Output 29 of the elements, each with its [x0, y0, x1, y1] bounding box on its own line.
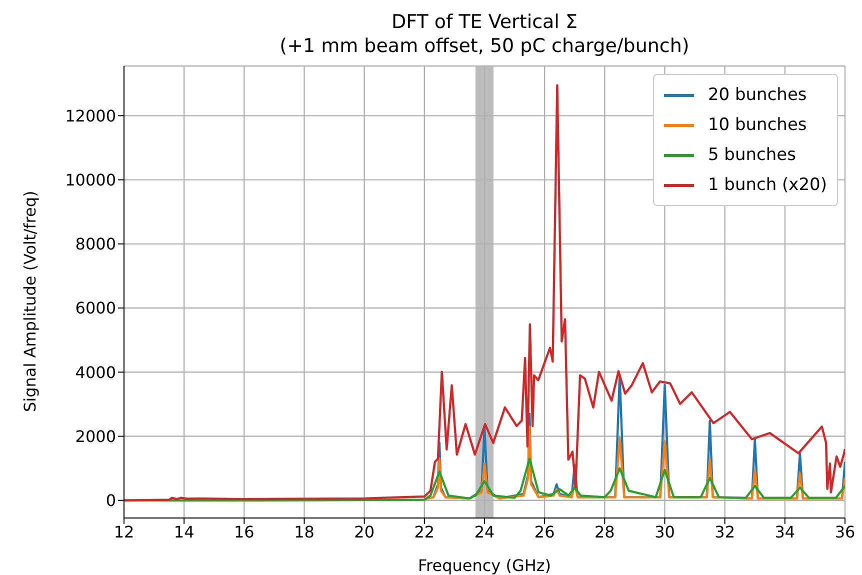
y-tick-label: 8000: [75, 234, 116, 254]
x-tick-label: 16: [234, 522, 254, 542]
x-tick-label: 22: [414, 522, 435, 542]
legend-label: 1 bunch (x20): [708, 174, 827, 197]
legend-label: 10 bunches: [708, 114, 807, 137]
x-tick-label: 30: [654, 522, 675, 542]
x-tick-label: 26: [534, 522, 555, 542]
x-tick-label: 28: [594, 522, 615, 542]
x-tick-label: 34: [774, 522, 796, 542]
legend-label: 5 bunches: [708, 144, 796, 167]
x-tick-label: 20: [354, 522, 375, 542]
x-tick-label: 18: [294, 522, 314, 542]
x-tick-label: 12: [114, 522, 134, 542]
line-series: [124, 84, 845, 502]
x-tick-label: 36: [834, 522, 856, 542]
y-tick-label: 12000: [65, 106, 116, 126]
y-tick-label: 6000: [75, 298, 116, 318]
x-tick-label: 32: [714, 522, 736, 542]
legend-label: 20 bunches: [708, 84, 807, 107]
y-tick-label: 0: [106, 491, 116, 510]
x-tick-label: 24: [474, 522, 495, 542]
y-tick-label: 2000: [75, 426, 116, 446]
chart-title: DFT of TE Vertical Σ (+1 mm beam offset, 50 pC charge/bunch): [278, 10, 690, 58]
line-series: [423, 426, 845, 500]
y-tick-label: 10000: [65, 170, 116, 190]
x-axis-title: Frequency (GHz): [418, 556, 552, 575]
y-tick-label: 4000: [75, 362, 116, 382]
y-axis-title: Signal Amplitude (Volt/freq): [20, 190, 40, 412]
x-tick-label: 14: [174, 522, 194, 542]
